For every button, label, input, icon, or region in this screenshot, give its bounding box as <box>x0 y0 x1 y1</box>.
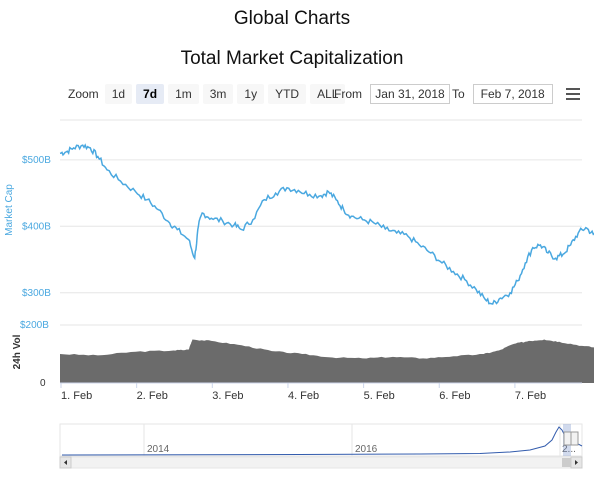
x-tick-label: 5. Feb <box>364 390 395 402</box>
to-label: To <box>452 87 465 101</box>
from-date-input[interactable] <box>370 84 450 104</box>
zoom-1d-button[interactable]: 1d <box>104 84 133 104</box>
zoom-all-button[interactable]: ALL <box>310 84 346 104</box>
x-axis-ticks: 1. Feb 2. Feb 3. Feb 4. Feb 5. Feb 6. Feb 7. F… <box>60 383 546 402</box>
scroll-right-arrow-icon <box>575 460 578 465</box>
navigator-tick-2016: 2016 <box>355 444 378 455</box>
x-tick-label: 2. Feb <box>137 390 168 402</box>
scrollbar-track[interactable] <box>59 456 583 469</box>
x-tick-label: 3. Feb <box>212 390 243 402</box>
hamburger-menu-icon[interactable] <box>566 88 580 100</box>
volume-tick-label: 0 <box>40 378 46 389</box>
navigator-handle-right[interactable] <box>570 431 579 446</box>
navigator-background <box>59 423 583 457</box>
zoom-ytd-button[interactable]: YTD <box>268 84 307 104</box>
volume-axis-label: 24h Vol <box>12 334 23 369</box>
market-cap-line <box>59 143 594 305</box>
zoom-1y-button[interactable]: 1y <box>237 84 265 104</box>
grid-lines <box>60 119 582 384</box>
market-cap-y-ticks: $300B $400B $500B <box>22 155 51 299</box>
from-range: From <box>334 84 450 104</box>
scrollbar-thumb[interactable] <box>562 458 571 467</box>
volume-area <box>60 339 594 383</box>
x-tick-label: 6. Feb <box>439 390 470 402</box>
x-tick-label: 4. Feb <box>288 390 319 402</box>
market-cap-axis-label: Market Cap <box>4 184 15 236</box>
navigator-tick-2014: 2014 <box>147 444 170 455</box>
x-tick-label: 1. Feb <box>61 390 92 402</box>
zoom-toolbar: Zoom 1d 7d 1m 3m 1y YTD ALL <box>68 84 349 104</box>
zoom-7d-button[interactable]: 7d <box>136 84 165 104</box>
to-range: To <box>452 84 553 104</box>
volume-tick-label: $200B <box>20 320 49 331</box>
navigator-tick-2018: 2... <box>562 444 576 455</box>
zoom-label: Zoom <box>68 87 99 101</box>
market-cap-tick-label: $500B <box>22 155 51 166</box>
scroll-left-arrow-icon <box>64 460 67 465</box>
volume-y-ticks: 0 $200B <box>20 320 49 389</box>
x-tick-label: 7. Feb <box>515 390 546 402</box>
market-cap-tick-label: $300B <box>22 288 51 299</box>
from-label: From <box>334 87 362 101</box>
market-cap-tick-label: $400B <box>22 221 51 232</box>
to-date-input[interactable] <box>472 84 553 104</box>
zoom-1m-button[interactable]: 1m <box>168 84 199 104</box>
page-title: Global Charts <box>233 8 351 29</box>
navigator[interactable]: 2014 2016 2... <box>59 423 583 457</box>
chart-title: Total Market Capitalization <box>180 48 404 69</box>
scrollbar[interactable] <box>59 456 583 469</box>
navigator-handle-left[interactable] <box>563 431 572 446</box>
zoom-3m-button[interactable]: 3m <box>202 84 234 104</box>
